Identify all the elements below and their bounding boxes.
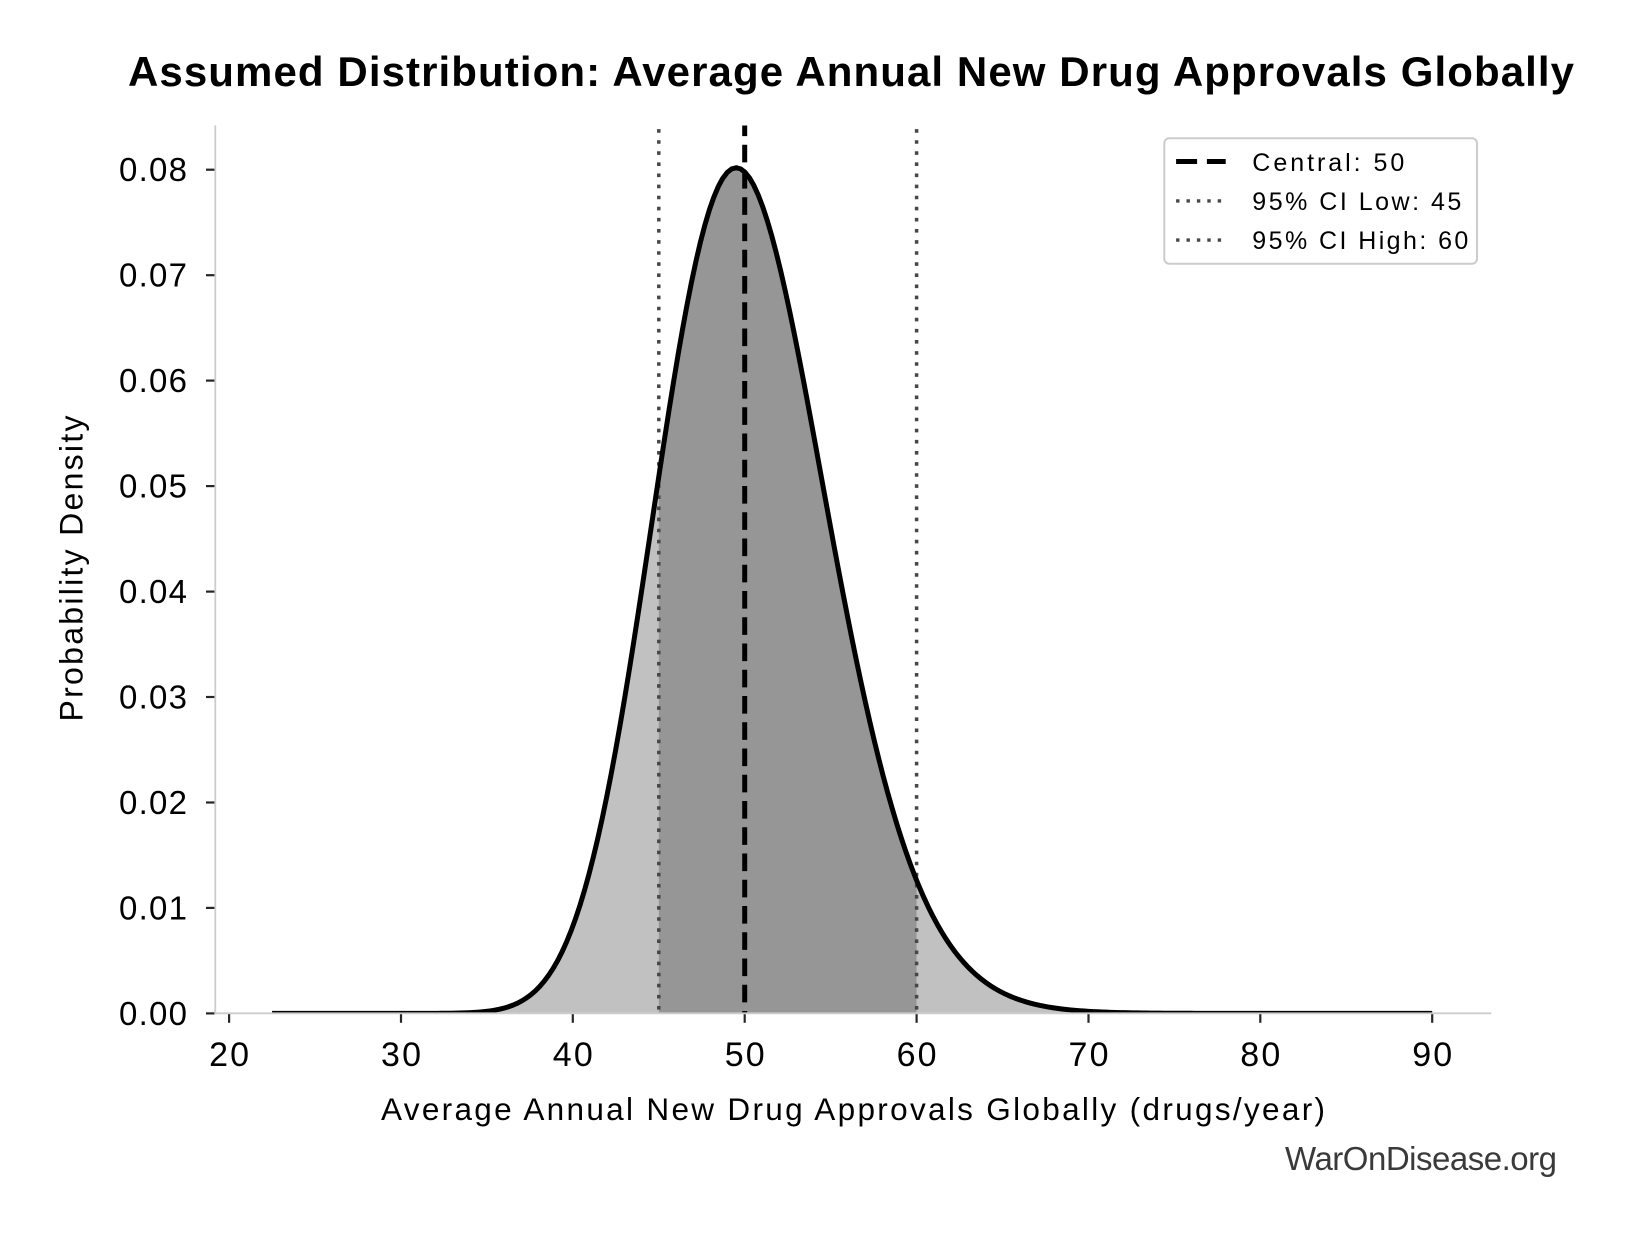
svg-text:Probability Density: Probability Density xyxy=(54,416,90,722)
svg-text:0.04: 0.04 xyxy=(119,573,187,610)
svg-text:0.05: 0.05 xyxy=(119,468,187,505)
svg-text:Central: 50: Central: 50 xyxy=(1252,149,1404,177)
svg-text:95% CI High: 60: 95% CI High: 60 xyxy=(1252,227,1468,255)
svg-text:0.08: 0.08 xyxy=(119,151,187,188)
svg-text:0.01: 0.01 xyxy=(119,889,187,926)
svg-text:Assumed Distribution: Average: Assumed Distribution: Average Annual New… xyxy=(128,48,1575,95)
svg-text:WarOnDisease.org: WarOnDisease.org xyxy=(1285,1140,1557,1177)
svg-text:0.02: 0.02 xyxy=(119,784,187,821)
svg-text:0.00: 0.00 xyxy=(119,995,187,1032)
svg-text:Average Annual New Drug Approv: Average Annual New Drug Approvals Global… xyxy=(381,1091,1325,1127)
svg-text:0.06: 0.06 xyxy=(119,362,187,399)
svg-text:0.03: 0.03 xyxy=(119,678,187,715)
svg-text:0.07: 0.07 xyxy=(119,257,187,294)
